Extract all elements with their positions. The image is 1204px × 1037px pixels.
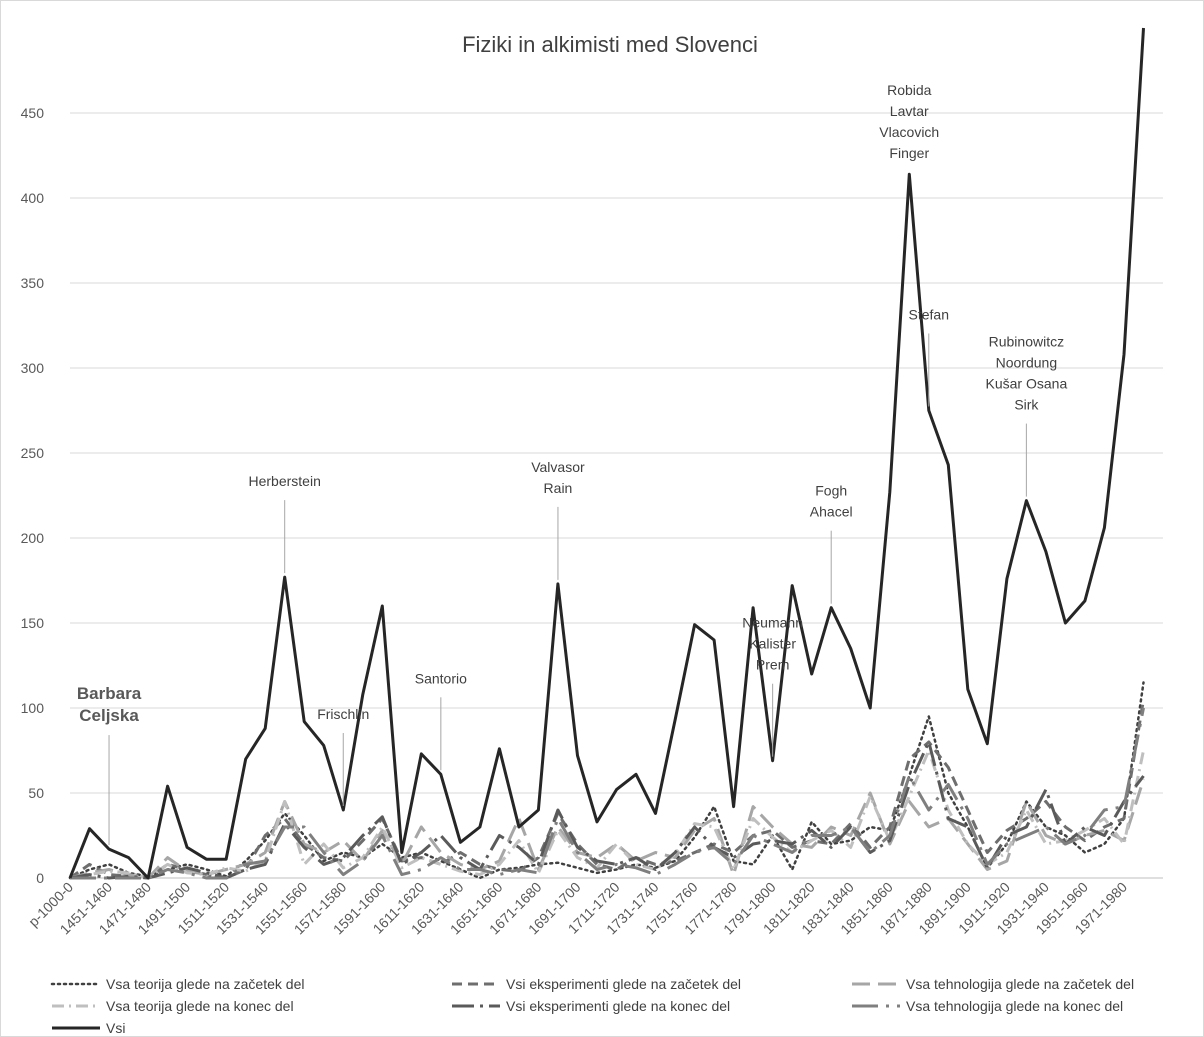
legend-label: Vsi <box>106 1020 125 1036</box>
annotation-text: Kalister <box>749 636 796 652</box>
gridlines <box>70 112 1163 879</box>
series-lines <box>68 27 1145 880</box>
annotation-text: Rain <box>544 480 573 496</box>
series-line-7 <box>68 27 1145 880</box>
annotation-text: Robida <box>887 82 932 98</box>
annotation-7: Fogh Ahacel <box>810 483 853 604</box>
annotation-2: Herberstein <box>249 473 321 574</box>
series-line-1 <box>68 681 1145 880</box>
legend: Vsa teorija glede na začetek del Vsi eksp… <box>50 976 1134 1036</box>
legend-label: Vsa teorija glede na konec del <box>106 998 294 1014</box>
annotation-text: Fogh <box>815 483 847 499</box>
annotation-text: Herberstein <box>249 473 321 489</box>
annotation-9: Stefan <box>909 307 949 407</box>
annotation-text: Santorio <box>415 670 467 686</box>
y-tick-label: 300 <box>21 360 45 376</box>
annotation-4: Santorio <box>415 670 467 771</box>
legend-label: Vsa tehnologija glede na začetek del <box>906 976 1134 992</box>
annotation-8: Robida Lavtar Vlacovich Finger <box>879 82 939 161</box>
annotation-3: Frischlin <box>317 706 369 806</box>
annotation-text: Celjska <box>79 706 139 725</box>
y-tick-label: 350 <box>21 275 45 291</box>
annotations: Barbara Celjska Herberstein Frischlin Santor… <box>77 82 1068 846</box>
y-tick-label: 250 <box>21 445 45 461</box>
annotation-text: Rubinowitcz <box>989 334 1064 350</box>
annotation-text: Valvasor <box>531 459 585 475</box>
series-line-5 <box>69 740 1145 880</box>
y-tick-label: 100 <box>21 700 45 716</box>
annotation-text: Lavtar <box>890 103 929 119</box>
annotation-text: Ahacel <box>810 504 853 520</box>
annotation-text: Stefan <box>909 307 949 323</box>
y-tick-label: 200 <box>21 530 45 546</box>
annotation-text: Finger <box>889 145 929 161</box>
series-line-6 <box>70 707 1145 880</box>
legend-label: Vsa teorija glede na začetek del <box>106 976 304 992</box>
annotation-text: Noordung <box>996 355 1058 371</box>
annotation-text: Prem <box>756 657 789 673</box>
annotation-10: Rubinowitcz Noordung Kušar Osana Sirk <box>986 334 1068 497</box>
legend-label: Vsi eksperimenti glede na konec del <box>506 998 730 1014</box>
y-tick-label: 450 <box>21 105 45 121</box>
annotation-text: Sirk <box>1014 397 1039 413</box>
annotation-text: Barbara <box>77 684 142 703</box>
y-axis-ticks: 0 50 100 150 200 250 300 350 400 450 <box>21 105 45 886</box>
annotation-text: Vlacovich <box>879 124 939 140</box>
y-tick-label: 150 <box>21 615 45 631</box>
annotation-6: Neumann Kalister Prem <box>742 615 803 757</box>
annotation-text: Kušar Osana <box>986 376 1068 392</box>
legend-label: Vsa tehnologija glede na konec del <box>906 998 1123 1014</box>
y-tick-label: 0 <box>36 870 44 886</box>
legend-label: Vsi eksperimenti glede na začetek del <box>506 976 741 992</box>
annotation-text: Frischlin <box>317 706 369 722</box>
chart-title: Fiziki in alkimisti med Slovenci <box>462 32 758 57</box>
y-tick-label: 50 <box>28 785 44 801</box>
annotation-1: Barbara Celjska <box>77 684 142 846</box>
y-tick-label: 400 <box>21 190 45 206</box>
annotation-5: Valvasor Rain <box>531 459 585 580</box>
annotation-text: Neumann <box>742 615 803 631</box>
